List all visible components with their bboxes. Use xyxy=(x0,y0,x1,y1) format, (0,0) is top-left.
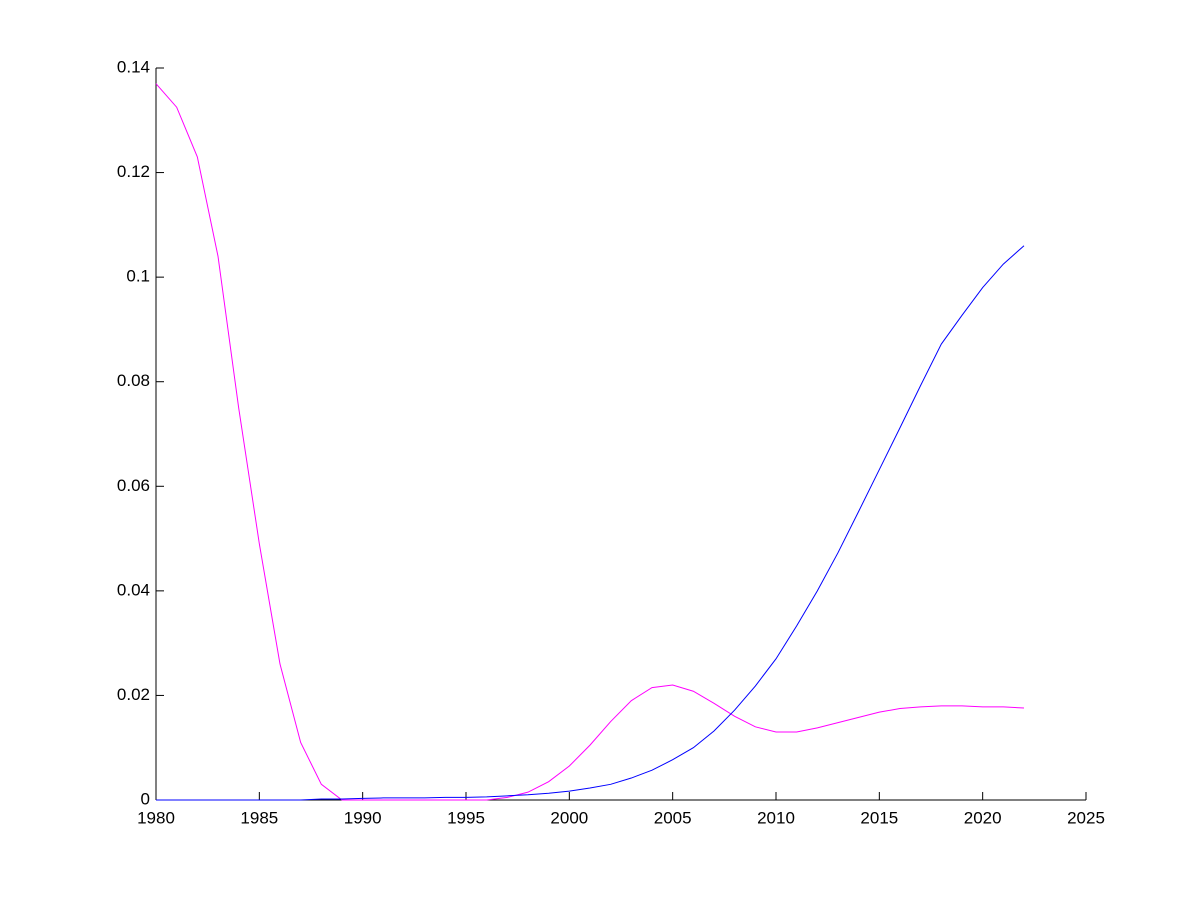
x-tick-label: 1995 xyxy=(447,808,485,827)
x-tick-label: 2015 xyxy=(860,808,898,827)
x-tick-label: 2020 xyxy=(964,808,1002,827)
x-tick-label: 2000 xyxy=(550,808,588,827)
x-tick-label: 2025 xyxy=(1067,808,1105,827)
x-tick-label: 2010 xyxy=(757,808,795,827)
y-tick-label: 0 xyxy=(141,789,150,808)
x-tick-label: 2005 xyxy=(654,808,692,827)
data-line xyxy=(156,245,1025,801)
y-tick-label: 0.04 xyxy=(117,580,150,599)
x-tick-label: 1985 xyxy=(240,808,278,827)
y-tick-label: 0.02 xyxy=(117,685,150,704)
y-tick-label: 0.12 xyxy=(117,162,150,181)
data-line xyxy=(155,83,1025,801)
y-tick-label: 0.14 xyxy=(117,57,150,76)
x-tick-label: 1990 xyxy=(344,808,382,827)
y-tick-label: 0.1 xyxy=(126,267,150,286)
x-tick-label: 1980 xyxy=(137,808,175,827)
y-tick-label: 0.08 xyxy=(117,371,150,390)
y-tick-label: 0.06 xyxy=(117,476,150,495)
